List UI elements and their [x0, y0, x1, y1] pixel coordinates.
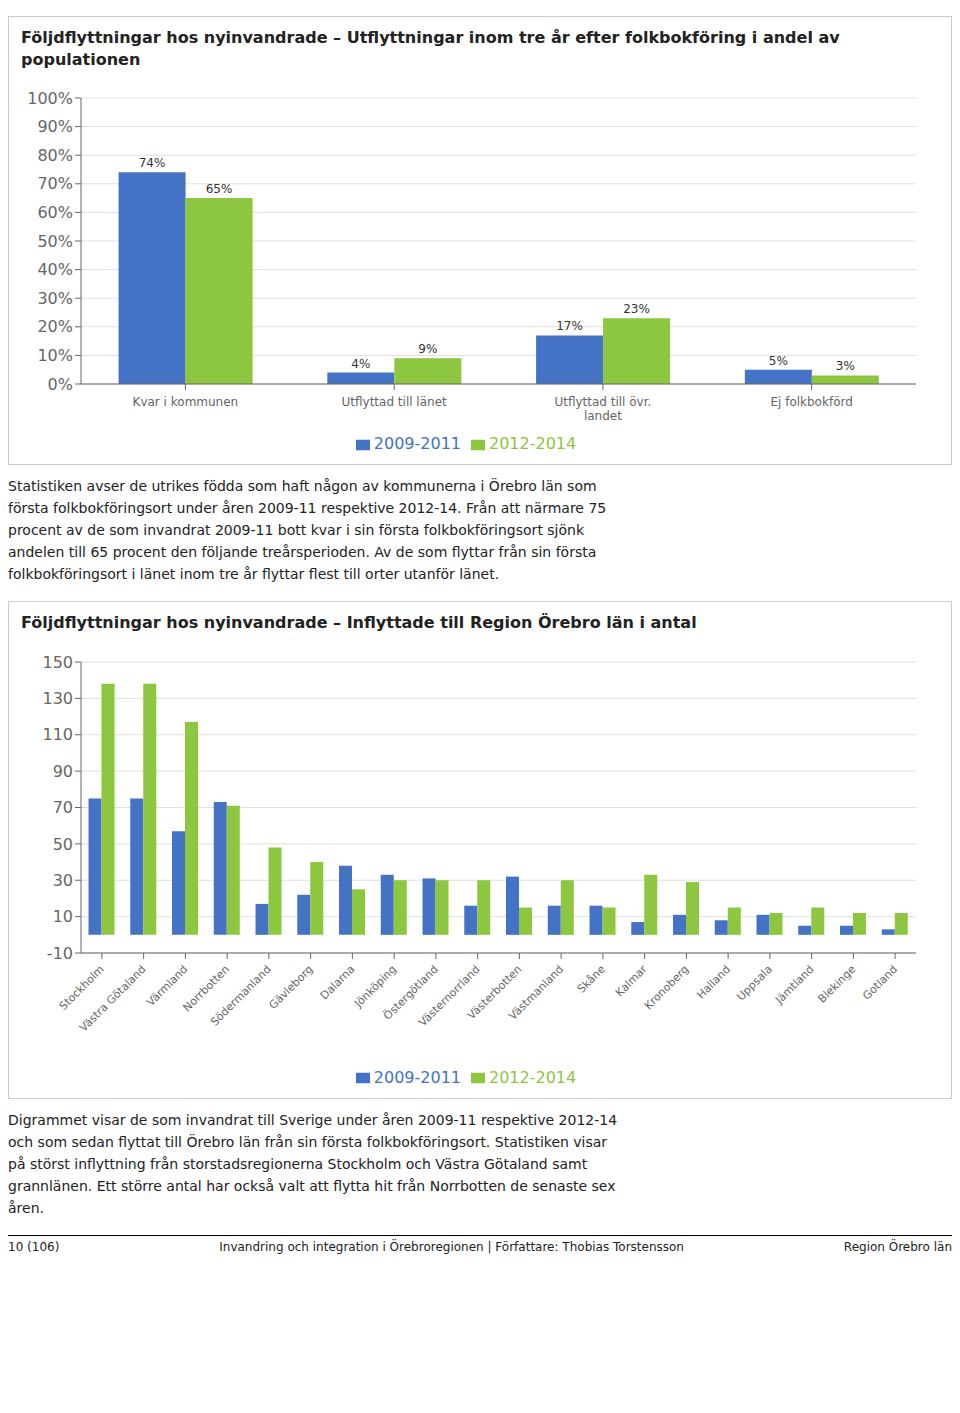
svg-text:10%: 10%	[37, 346, 73, 365]
html-text:Följdflyttningar hos nyinvandr: Följdflyttningar hos nyinvandrade – Infl…	[21, 613, 697, 633]
svg-text:0%: 0%	[48, 375, 73, 394]
svg-text:20%: 20%	[37, 318, 73, 337]
svg-text:130: 130	[42, 689, 73, 708]
svg-text:Värmland: Värmland	[144, 962, 191, 1009]
svg-text:Uppsala: Uppsala	[734, 963, 775, 1004]
svg-text:40%: 40%	[37, 260, 73, 279]
svg-text:Västmanland: Västmanland	[506, 963, 566, 1023]
svg-text:70%: 70%	[37, 175, 73, 194]
svg-text:80%: 80%	[37, 146, 73, 165]
html-text:2012-2014: 2012-2014	[489, 1067, 577, 1087]
svg-text:Västerbotten: Västerbotten	[465, 962, 525, 1022]
svg-text:Västernorrland: Västernorrland	[416, 962, 483, 1029]
html-text:2009-2011: 2009-2011	[373, 434, 461, 454]
html-text:procent av de som invandrat 20: procent av de som invandrat 2009-11 bott…	[8, 522, 584, 539]
svg-text:Gävleborg: Gävleborg	[266, 963, 315, 1012]
html-text:på störst inflyttning från sto: på störst inflyttning från storstadsregi…	[8, 1155, 588, 1172]
svg-text:Västra Götaland: Västra Götaland	[77, 963, 149, 1035]
svg-text:Östergötland: Östergötland	[381, 962, 441, 1023]
svg-text:Stockholm: Stockholm	[56, 962, 107, 1013]
svg-text:9%: 9%	[418, 342, 437, 356]
svg-text:150: 150	[42, 652, 73, 671]
svg-text:23%: 23%	[623, 302, 650, 316]
svg-text:90%: 90%	[37, 117, 73, 136]
svg-text:30: 30	[53, 871, 73, 890]
svg-text:Ej folkbokförd: Ej folkbokförd	[770, 395, 852, 409]
svg-text:70: 70	[53, 798, 73, 817]
html-text:folkbokföringsort i länet inom: folkbokföringsort i länet inom tre år fl…	[8, 566, 500, 583]
html-text:10 (106): 10 (106)	[8, 1239, 60, 1254]
svg-text:-10: -10	[47, 943, 73, 962]
html-text:Statistiken avser de utrikes f: Statistiken avser de utrikes födda som h…	[8, 478, 597, 495]
svg-text:60%: 60%	[37, 203, 73, 222]
svg-text:Södermanland: Södermanland	[208, 963, 274, 1029]
svg-text:30%: 30%	[37, 289, 73, 308]
html-text:och som sedan flyttat till Öre: och som sedan flyttat till Örebro län fr…	[8, 1133, 608, 1150]
svg-text:50: 50	[53, 834, 73, 853]
svg-text:4%: 4%	[351, 357, 370, 371]
svg-text:Kvar i kommunen: Kvar i kommunen	[133, 395, 239, 409]
svg-text:100%: 100%	[27, 89, 73, 108]
html-text:åren.: åren.	[8, 1199, 44, 1216]
html-text:första folkbokföringsort under: första folkbokföringsort under åren 2009…	[8, 500, 607, 517]
svg-text:90: 90	[53, 762, 73, 781]
svg-text:Skåne: Skåne	[575, 962, 608, 995]
svg-text:Utflyttad till länet: Utflyttad till länet	[342, 395, 448, 409]
svg-text:10: 10	[53, 907, 73, 926]
html-text:andelen till 65 procent den fö: andelen till 65 procent den följande tre…	[8, 544, 597, 561]
svg-text:74%: 74%	[139, 157, 166, 171]
html-text:Invandring och integration i Ö: Invandring och integration i Örebroregio…	[219, 1239, 684, 1254]
svg-text:110: 110	[42, 725, 73, 744]
svg-text:Blekinge: Blekinge	[816, 962, 859, 1005]
svg-text:Gotland: Gotland	[860, 963, 900, 1003]
html-text:grannlänen. Ett större antal h: grannlänen. Ett större antal har också v…	[8, 1177, 616, 1194]
svg-text:Jönköping: Jönköping	[351, 962, 400, 1010]
svg-text:3%: 3%	[836, 360, 855, 374]
svg-text:5%: 5%	[769, 354, 788, 368]
svg-text:Kalmar: Kalmar	[613, 962, 650, 999]
svg-text:Halland: Halland	[694, 963, 733, 1002]
svg-text:Norrbotten: Norrbotten	[180, 962, 233, 1015]
svg-text:17%: 17%	[556, 320, 583, 334]
html-text:Följdflyttningar hos nyinvandr: Följdflyttningar hos nyinvandrade – Utfl…	[21, 28, 840, 69]
html-text:2009-2011: 2009-2011	[373, 1067, 461, 1087]
svg-text:Kronoberg: Kronoberg	[642, 963, 691, 1012]
html-text:Digrammet visar de som invandr: Digrammet visar de som invandrat till Sv…	[8, 1111, 618, 1128]
svg-text:Utflyttad till övr.landet: Utflyttad till övr.landet	[554, 395, 651, 423]
svg-text:Jämtland: Jämtland	[772, 963, 816, 1007]
svg-text:50%: 50%	[37, 232, 73, 251]
html-text:Region Örebro län: Region Örebro län	[843, 1239, 952, 1254]
svg-text:65%: 65%	[206, 182, 233, 196]
svg-text:Dalarna: Dalarna	[318, 963, 358, 1003]
html-text:2012-2014: 2012-2014	[489, 434, 577, 454]
